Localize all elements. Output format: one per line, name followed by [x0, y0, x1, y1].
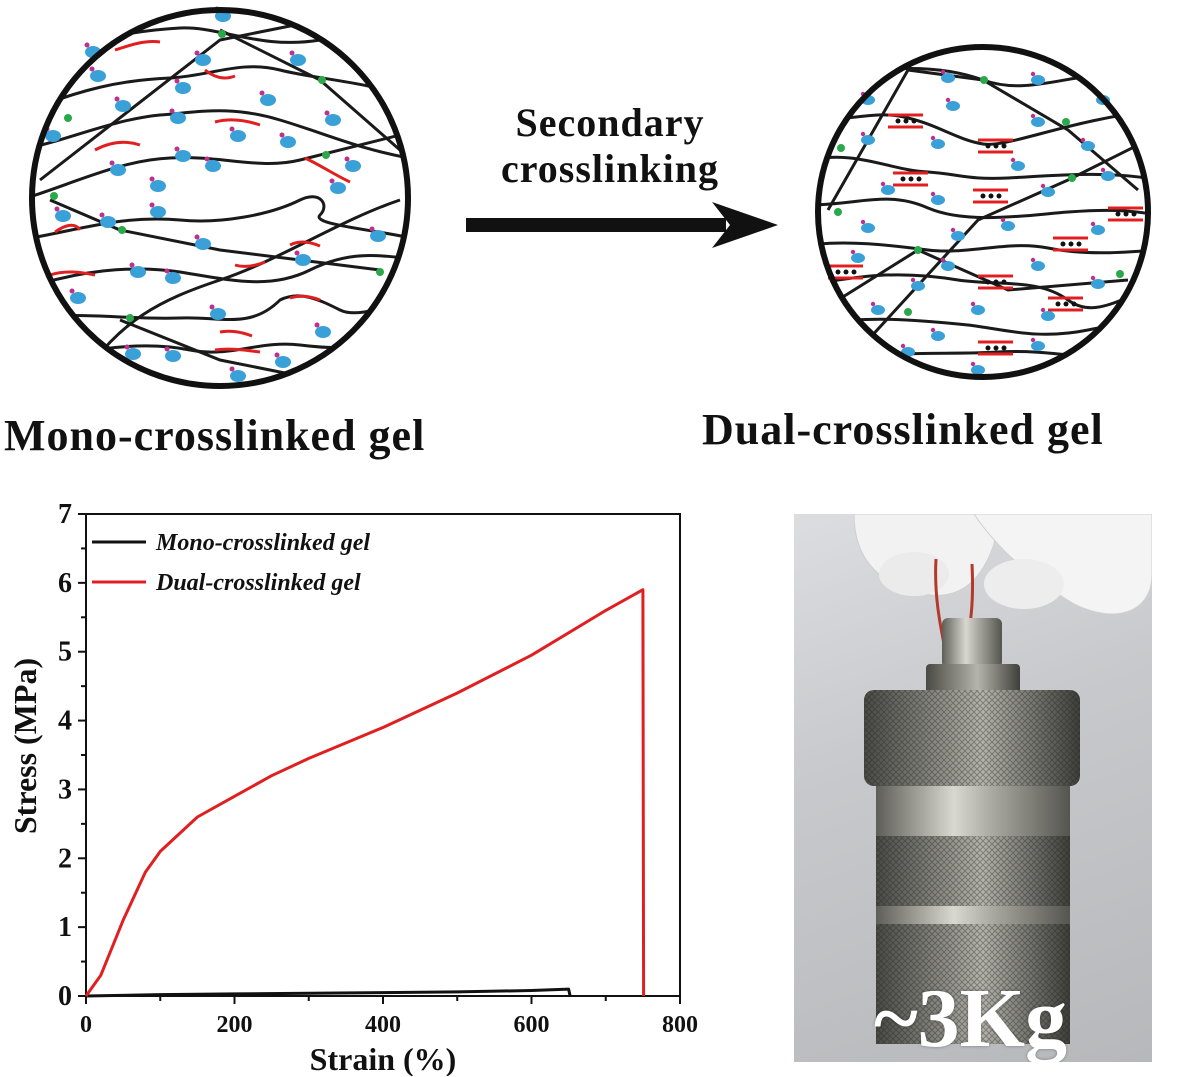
y-tick-label: 6 — [58, 568, 72, 599]
mono-molecules — [44, 6, 386, 382]
x-tick-label: 600 — [514, 1012, 550, 1038]
x-axis-label: Strain (%) — [310, 1041, 457, 1076]
series-line-dual — [84, 588, 646, 997]
dual-crosslink-bridges — [828, 113, 1143, 356]
x-tick-label: 0 — [80, 1012, 92, 1038]
y-tick-label: 3 — [58, 774, 72, 805]
weight-photo-illustration — [853, 514, 1152, 1044]
glove-icon — [853, 514, 1152, 615]
dual-network-diagram — [815, 44, 1151, 380]
chart-series — [84, 588, 646, 998]
weight-label: ~3Kg — [874, 972, 1068, 1062]
process-arrow-icon — [466, 202, 778, 248]
legend-label: Mono-crosslinked gel — [155, 530, 370, 556]
mono-network-diagram — [29, 6, 411, 389]
chart-legend: Mono-crosslinked gel Dual-crosslinked gel — [92, 530, 370, 596]
arrow-label: Secondary crosslinking — [440, 100, 780, 192]
mono-caption: Mono-crosslinked gel — [4, 411, 426, 460]
y-tick-label: 4 — [58, 706, 72, 737]
y-axis-label: Stress (MPa) — [7, 658, 43, 834]
weight-photo: ~3Kg — [794, 514, 1152, 1062]
dual-caption: Dual-crosslinked gel — [702, 405, 1104, 454]
x-tick-label: 200 — [217, 1012, 253, 1038]
mono-network-chains — [32, 10, 408, 382]
mono-crosslink-nodes — [50, 30, 384, 322]
dual-network-chains — [818, 66, 1148, 362]
x-tick-label: 800 — [662, 1012, 698, 1038]
mono-network-boundary — [29, 7, 411, 389]
series-line-mono — [85, 987, 572, 998]
stress-strain-chart: 0 200 400 600 800 0 1 2 3 4 5 6 7 Mono-crosslinked g… — [7, 499, 698, 1076]
y-tick-label: 1 — [58, 912, 72, 943]
y-tick-label: 2 — [58, 843, 72, 874]
arrow-label-line2: crosslinking — [501, 146, 719, 191]
dual-molecules — [850, 69, 1115, 375]
chart-ticks: 0 200 400 600 800 0 1 2 3 4 5 6 7 — [58, 499, 698, 1038]
dual-network-boundary — [815, 44, 1151, 380]
x-tick-label: 400 — [365, 1012, 401, 1038]
legend-label: Dual-crosslinked gel — [155, 570, 361, 596]
y-tick-label: 7 — [58, 499, 72, 530]
y-tick-label: 0 — [58, 981, 72, 1012]
y-tick-label: 5 — [58, 637, 72, 668]
dual-crosslink-nodes — [834, 76, 1124, 316]
arrow-label-line1: Secondary — [515, 100, 705, 145]
